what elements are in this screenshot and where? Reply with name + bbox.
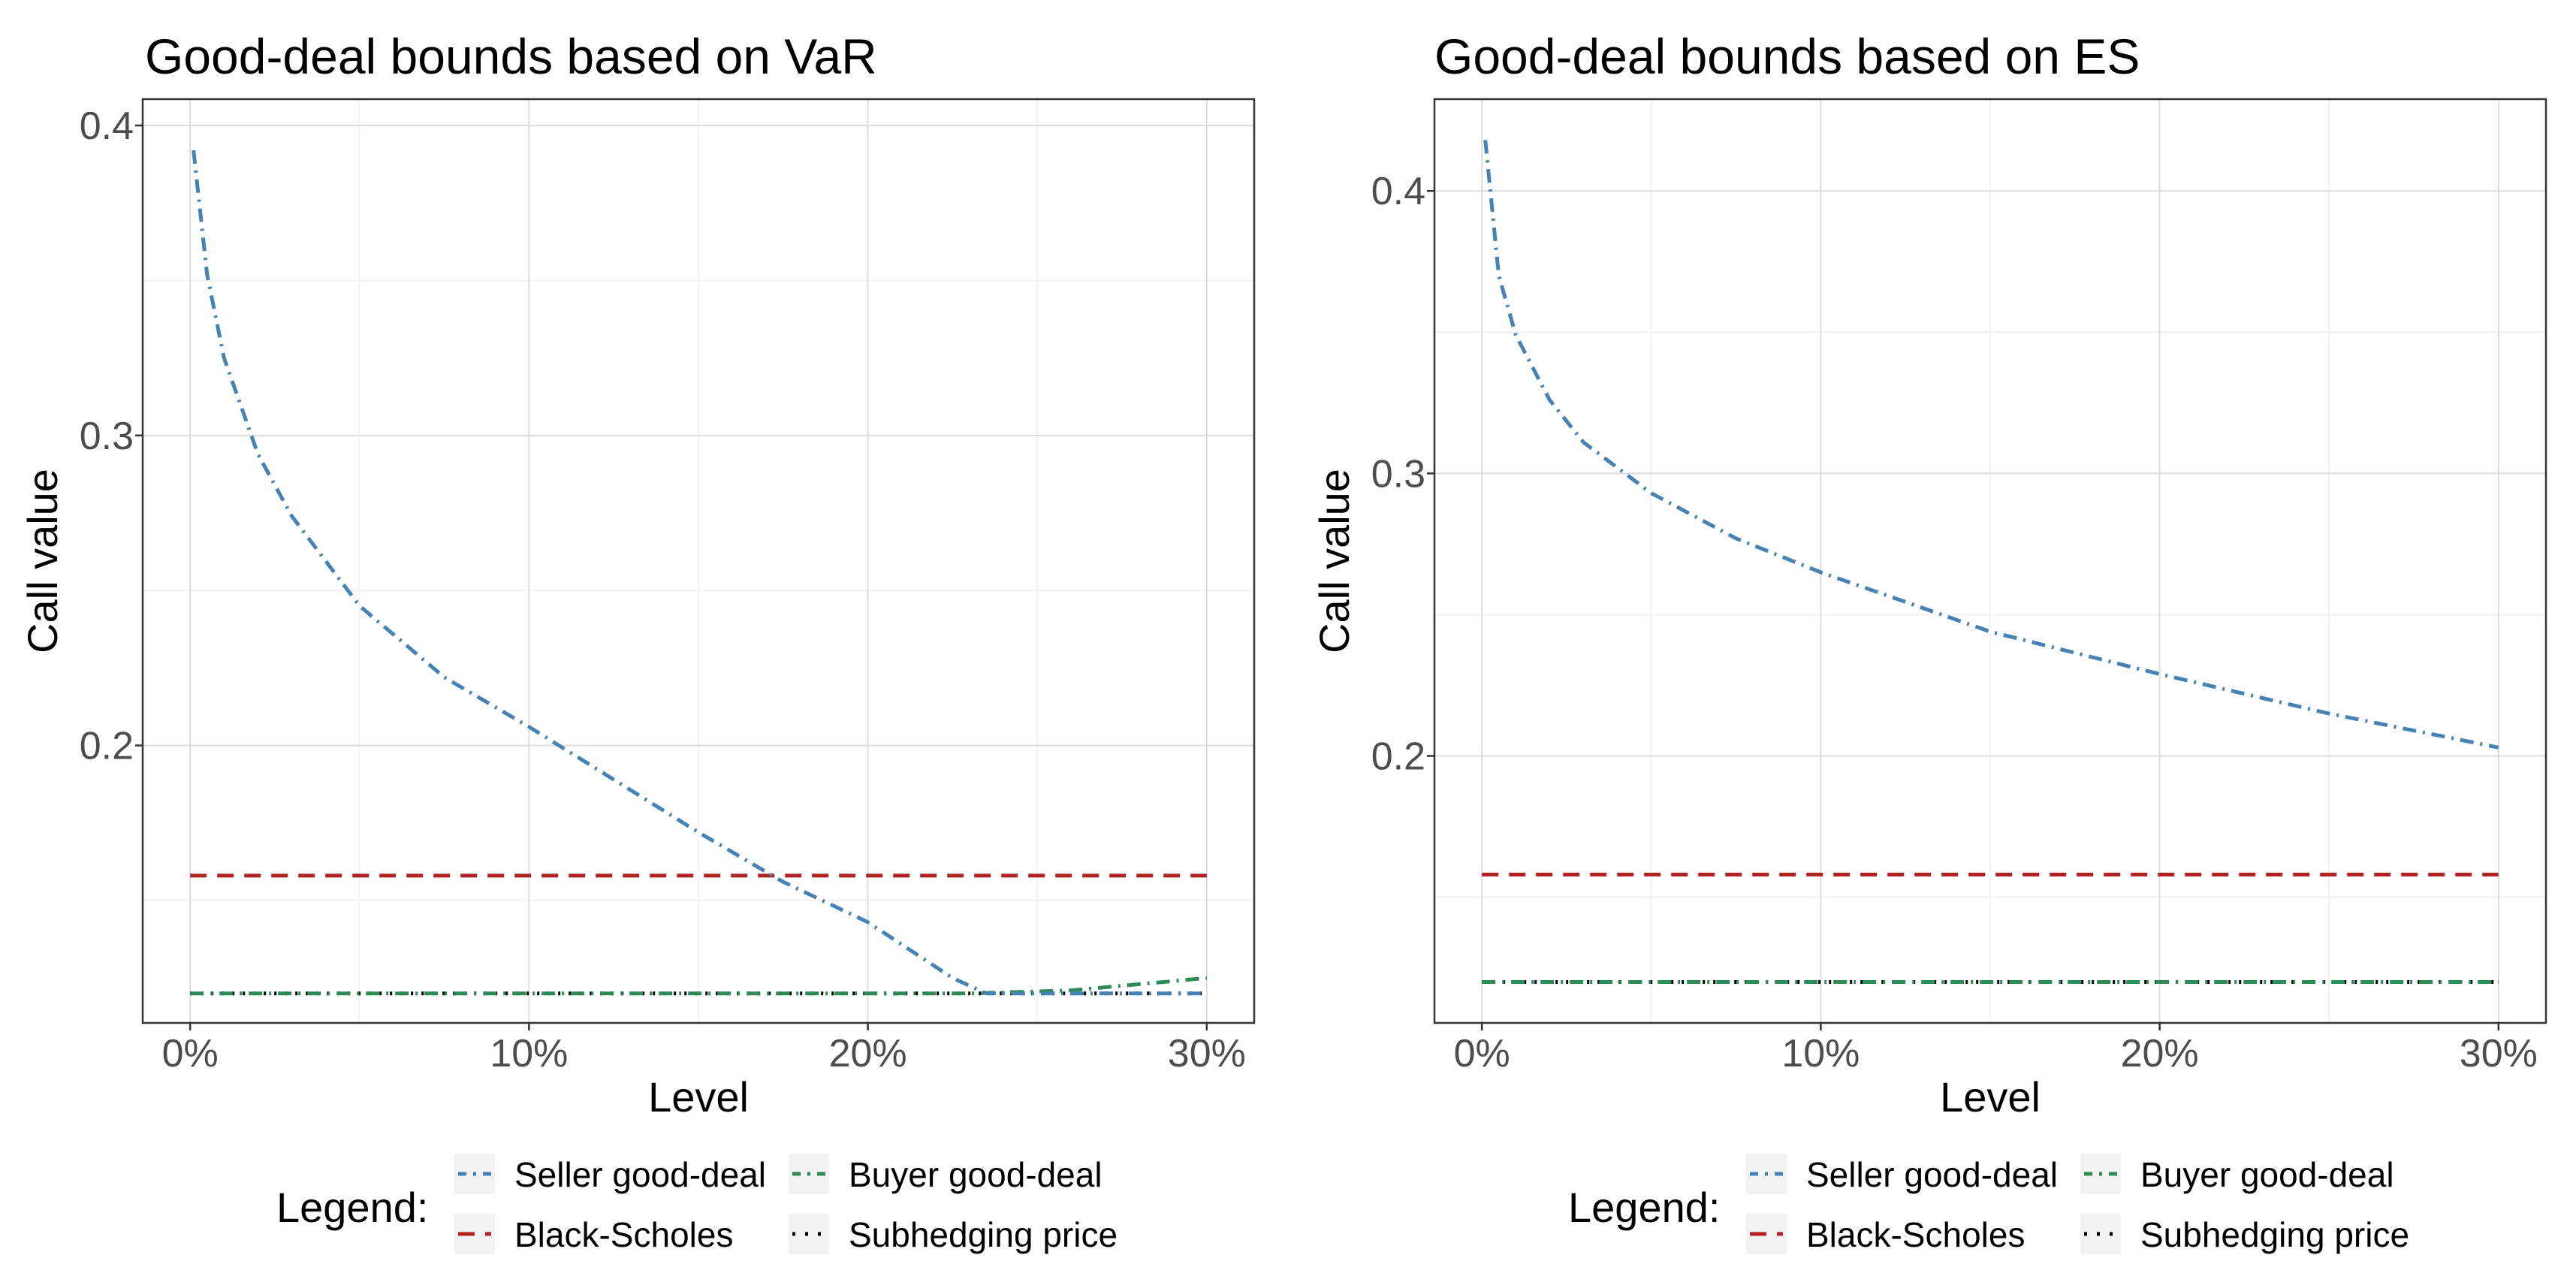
x-tick-label-0: 0% <box>162 1032 219 1075</box>
legend-label-subhedging: Subhedging price <box>849 1215 1118 1254</box>
x-tick-label-3: 30% <box>1168 1032 1246 1075</box>
chart-title: Good-deal bounds based on ES <box>1434 29 2140 84</box>
y-axis-label: Call value <box>19 469 66 653</box>
legend-label-seller: Seller good-deal <box>514 1155 766 1194</box>
legend: Legend: Seller good-deal Black-Scholes B… <box>1568 1154 2409 1254</box>
chart-title: Good-deal bounds based on VaR <box>145 29 877 84</box>
x-tick-label-2: 20% <box>2121 1032 2199 1075</box>
plot-border <box>141 98 1256 1024</box>
y-tick-label-1: 0.3 <box>1371 452 1425 496</box>
x-tick-label-2: 20% <box>829 1032 907 1075</box>
x-axis-label: Level <box>648 1073 749 1121</box>
legend-label-seller: Seller good-deal <box>1806 1155 2058 1194</box>
y-tick-label-2: 0.4 <box>80 104 134 148</box>
y-tick-label-1: 0.3 <box>80 415 134 458</box>
legend-title: Legend: <box>276 1184 428 1231</box>
y-tick-label-2: 0.4 <box>1371 170 1425 213</box>
x-tick-label-3: 30% <box>2460 1032 2538 1075</box>
legend-label-buyer: Buyer good-deal <box>849 1155 1102 1194</box>
y-tick-label-0: 0.2 <box>80 725 134 768</box>
panel-es: Good-deal bounds based on ES 0.2 0.3 0.4… <box>1311 29 2547 1254</box>
legend-label-black-scholes: Black-Scholes <box>514 1215 733 1254</box>
y-axis-label: Call value <box>1311 469 1358 653</box>
y-tick-label-0: 0.2 <box>1371 735 1425 779</box>
plot-border <box>1433 98 2547 1024</box>
series-line-seller-good-deal <box>1483 140 2499 750</box>
panel-var: Good-deal bounds based on VaR 0.2 0.3 0.… <box>19 29 1256 1254</box>
legend-label-black-scholes: Black-Scholes <box>1806 1215 2025 1254</box>
legend: Legend: Seller good-deal Black-Scholes B… <box>276 1154 1118 1254</box>
x-tick-label-1: 10% <box>490 1032 568 1075</box>
legend-title: Legend: <box>1568 1184 1720 1231</box>
x-tick-label-1: 10% <box>1781 1032 1860 1075</box>
legend-label-subhedging: Subhedging price <box>2140 1215 2409 1254</box>
x-tick-label-0: 0% <box>1454 1032 1510 1075</box>
series-line-seller-good-deal <box>192 149 1207 996</box>
x-axis-label: Level <box>1940 1073 2041 1121</box>
legend-label-buyer: Buyer good-deal <box>2140 1155 2394 1194</box>
